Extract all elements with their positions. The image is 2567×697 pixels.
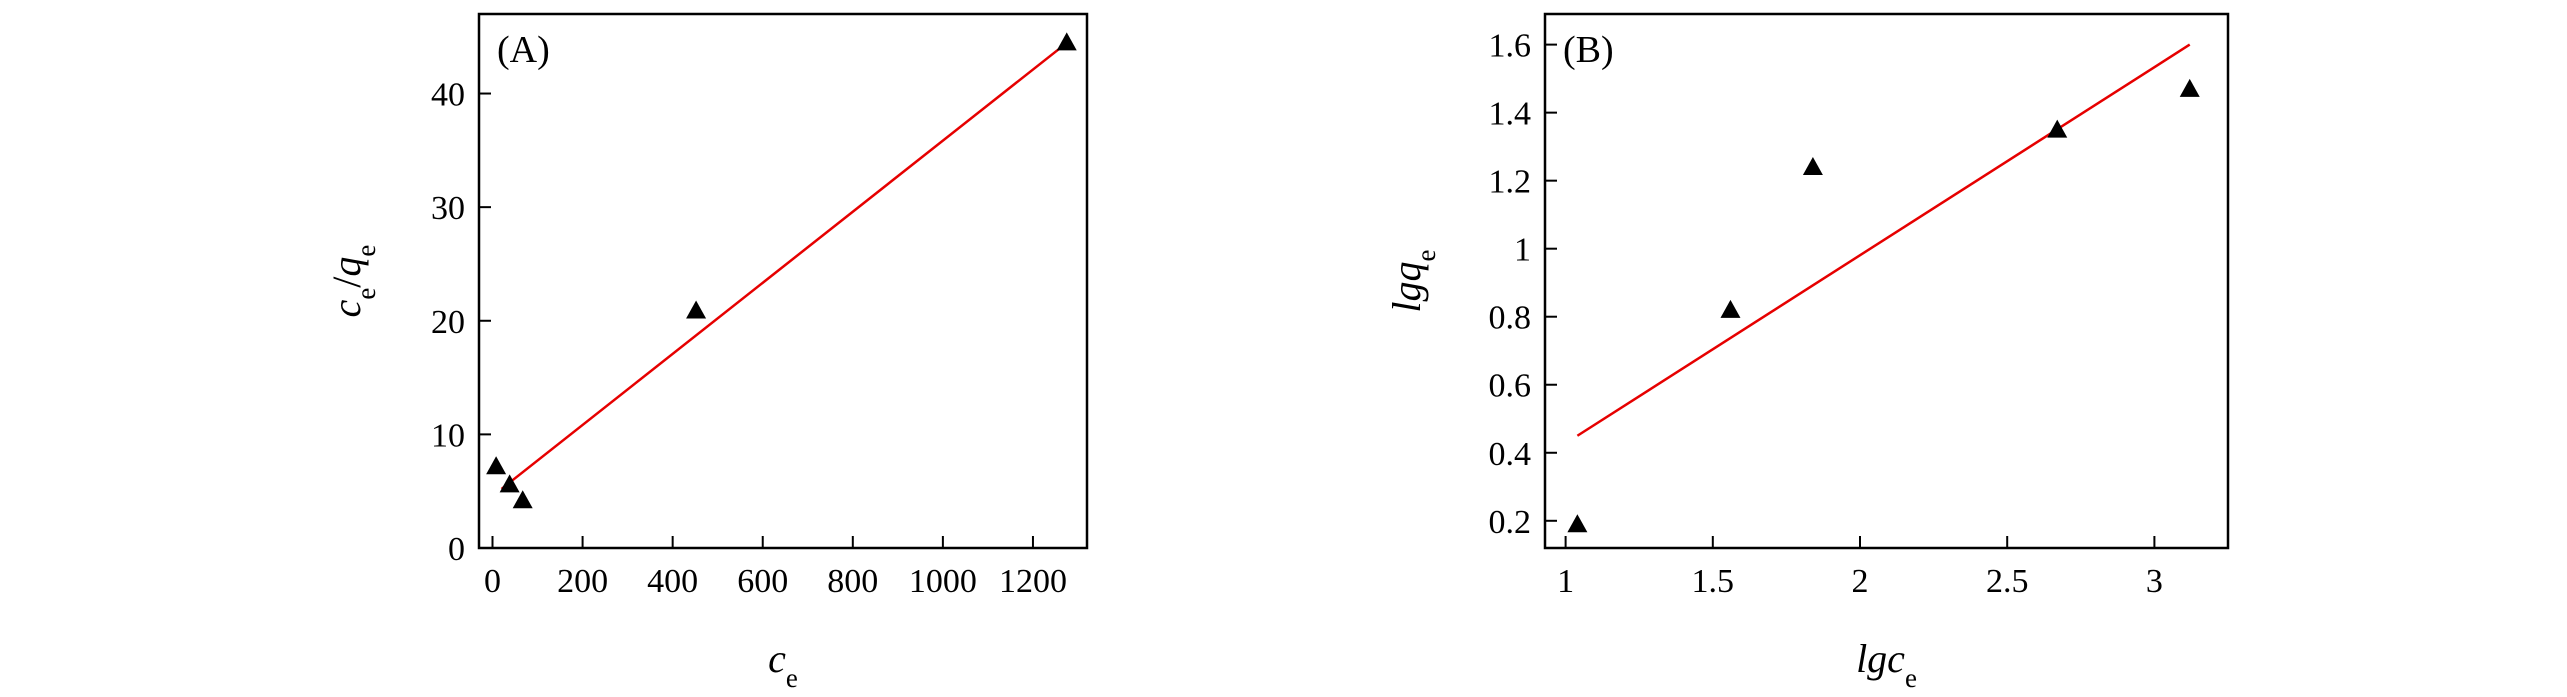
- panel-a-x-tick-label: 600: [737, 563, 788, 600]
- panel-b-fit-line: [1576, 43, 2191, 437]
- panel-b-data-point: [2047, 119, 2068, 138]
- panel-a-fit-line: [500, 43, 1066, 490]
- panel-a-x-tick-label: 800: [827, 563, 878, 600]
- panel-a: 0 200 400 600 800 1000 1200 0 10 20 30 40 (A) ce ce/qe: [324, 12, 1089, 693]
- panel-a-y-tick-label: 10: [431, 417, 465, 454]
- panel-b-label: (B): [1563, 29, 1614, 71]
- panel-a-y-tick-label: 20: [431, 304, 465, 341]
- panel-b-x-axis-label: lgce: [1856, 636, 1917, 693]
- panel-a-y-axis-label: ce/qe: [324, 245, 381, 318]
- panel-a-y-tick-label: 40: [431, 77, 465, 114]
- panel-a-data-point: [1056, 32, 1077, 51]
- panel-a-data-point: [686, 300, 707, 319]
- panel-a-data-point: [486, 456, 507, 475]
- panel-b-y-tick-label: 0.6: [1489, 368, 1532, 405]
- panel-a-frame: [477, 12, 1089, 550]
- panel-b-data-point: [1720, 299, 1741, 318]
- panel-b-data-point: [2179, 78, 2200, 97]
- panel-a-data-point: [512, 490, 533, 509]
- panel-a-x-axis-label: ce: [768, 636, 798, 693]
- panel-b-x-tick-label: 1: [1557, 563, 1574, 600]
- panel-b-x-tick-label: 3: [2146, 563, 2163, 600]
- panel-a-data-point: [499, 474, 520, 493]
- panel-b-x-tick-label: 2: [1852, 563, 1869, 600]
- panel-b-y-tick-label: 1.4: [1489, 96, 1532, 133]
- panel-b-frame: [1543, 12, 2230, 550]
- panel-b-data-point: [1802, 157, 1823, 176]
- panel-b-y-tick-label: 1.2: [1489, 164, 1532, 201]
- panel-b-y-tick-label: 1: [1514, 232, 1531, 269]
- panel-b-y-tick-label: 0.4: [1489, 436, 1532, 473]
- panel-a-x-tick-label: 400: [647, 563, 698, 600]
- panel-b-y-axis-label: lgqe: [1384, 249, 1441, 312]
- panel-b-data-point: [1567, 514, 1588, 533]
- panel-b-y-tick-label: 1.6: [1489, 28, 1532, 65]
- panel-a-x-tick-label: 200: [557, 563, 608, 600]
- panel-a-y-tick-label: 0: [448, 531, 465, 568]
- panel-b-y-tick-label: 0.2: [1489, 504, 1532, 541]
- panel-a-x-tick-label: 0: [484, 563, 501, 600]
- panel-a-label: (A): [497, 29, 550, 71]
- panel-b-y-tick-label: 0.8: [1489, 300, 1532, 337]
- panel-a-y-tick-label: 30: [431, 190, 465, 227]
- panel-b-x-tick-label: 1.5: [1692, 563, 1735, 600]
- panel-a-x-tick-label: 1200: [999, 563, 1067, 600]
- panel-b-x-tick-label: 2.5: [1986, 563, 2029, 600]
- panel-a-x-tick-label: 1000: [909, 563, 977, 600]
- panel-b: 1 1.5 2 2.5 3 0.2 0.4 0.6 0.8 1 1.2 1.4 1.6 (B) lgce lg…: [1384, 12, 2230, 693]
